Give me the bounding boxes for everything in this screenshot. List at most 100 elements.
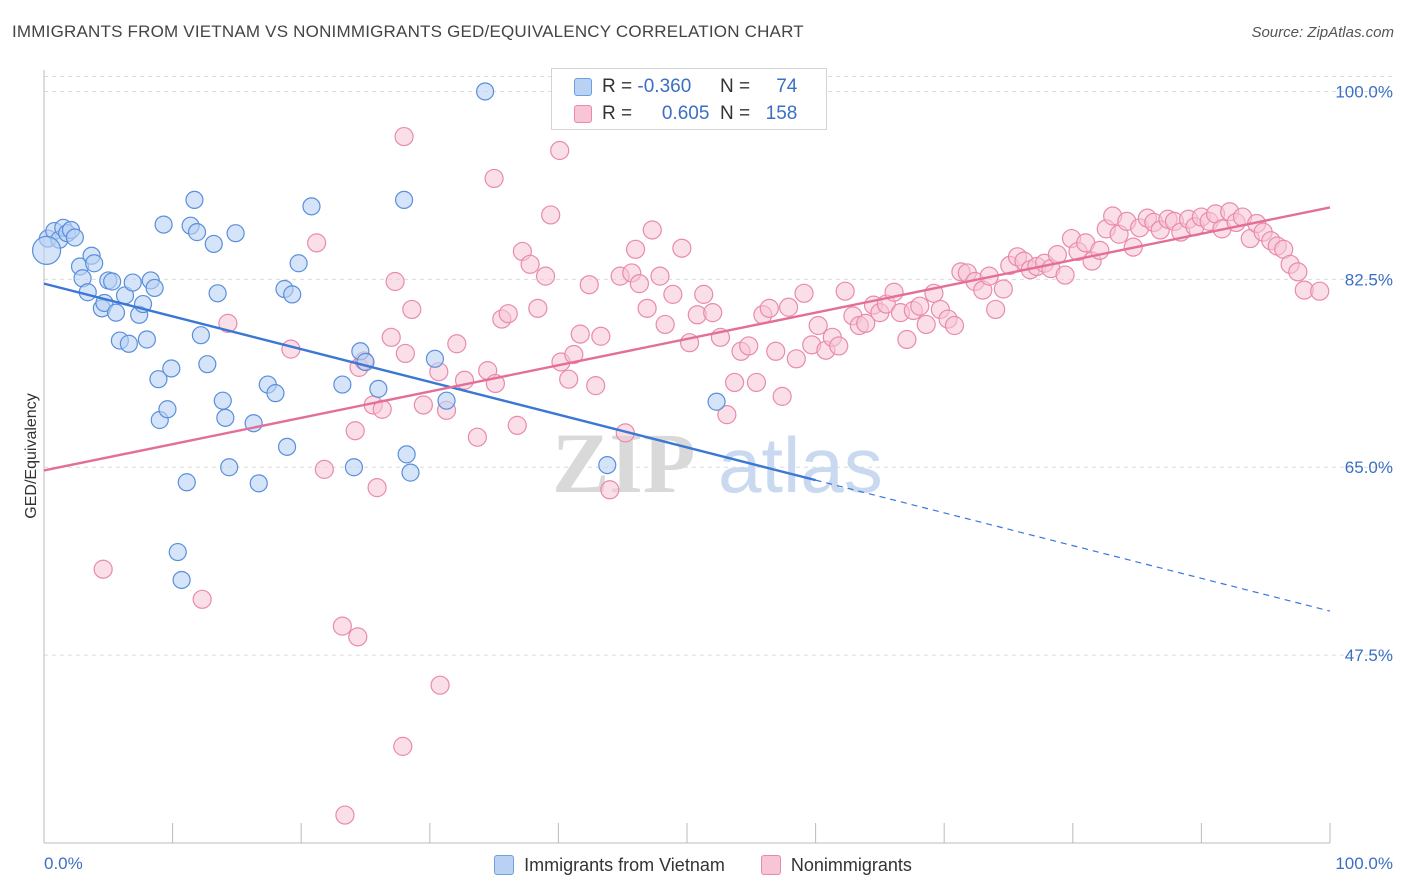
vietnam-point — [198, 355, 217, 374]
vietnam-point — [65, 228, 84, 247]
y-tick-label: 82.5% — [1345, 270, 1393, 289]
nonimmigrant-point — [694, 284, 714, 304]
nonimmigrant-point — [772, 386, 792, 406]
vietnam-point — [283, 285, 302, 304]
chart-source: Source: ZipAtlas.com — [1251, 24, 1394, 41]
vietnam-point — [437, 391, 456, 410]
nonimmigrant-point — [395, 343, 415, 364]
vietnam-point — [103, 272, 122, 291]
vietnam-point — [149, 370, 168, 389]
vietnam-point — [154, 215, 173, 234]
nonimmigrant-point — [447, 334, 467, 354]
vietnam-point — [137, 330, 156, 349]
nonimmigrant-point — [192, 589, 212, 609]
vietnam-point — [185, 190, 204, 210]
nonimmigrant-point — [381, 327, 401, 347]
legend-r-label: R = — [602, 76, 633, 97]
legend-label-vietnam: Immigrants from Vietnam — [524, 854, 725, 875]
nonimmigrant-point — [367, 478, 387, 498]
vietnam-point — [333, 375, 352, 394]
legend-item-nonimmigrants: Nonimmigrants — [760, 854, 912, 876]
nonimmigrant-point — [766, 341, 786, 361]
nonimmigrant-point — [808, 315, 828, 336]
nonimmigrants-points — [93, 126, 1330, 825]
legend-n-value: 74 — [776, 76, 798, 97]
y-tick-label: 65.0% — [1345, 458, 1393, 477]
nonimmigrant-point — [218, 313, 238, 333]
vietnam-point — [369, 379, 388, 398]
vietnam-point — [168, 542, 187, 562]
legend-item-vietnam: Immigrants from Vietnam — [494, 855, 725, 876]
vietnam-point — [249, 474, 268, 493]
legend-n-label: N = — [719, 76, 751, 97]
nonimmigrant-point — [629, 274, 650, 294]
nonimmigrant-point — [413, 395, 433, 415]
nonimmigrant-point — [393, 736, 413, 756]
watermark: ZIP atlas — [552, 415, 883, 511]
nonimmigrant-point — [650, 266, 670, 286]
nonimmigrant-point — [1288, 262, 1308, 282]
vietnam-point — [302, 197, 321, 216]
vietnam-point — [31, 235, 62, 265]
vietnam-point — [204, 234, 223, 254]
x-tick-label: 100.0% — [1335, 854, 1393, 873]
nonimmigrant-point — [794, 283, 814, 303]
legend-r-value: -0.360 — [637, 76, 692, 97]
nonimmigrant-point — [739, 336, 759, 356]
nonimmigrant-point — [541, 205, 561, 225]
vietnam-point — [226, 224, 245, 243]
nonimmigrant-point — [600, 480, 620, 500]
vietnam-point — [119, 334, 138, 353]
vietnam-point — [123, 273, 142, 292]
nonimmigrant-point — [910, 296, 930, 316]
stats-legend: R = -0.360 N = 74 R = 0.605 N = 158 — [551, 68, 827, 130]
nonimmigrant-point — [746, 372, 767, 393]
nonimmigrant-point — [570, 324, 590, 344]
nonimmigrant-point — [897, 329, 917, 350]
vietnam-point — [158, 400, 177, 419]
nonimmigrant-point — [332, 616, 352, 636]
nonimmigrant-point — [402, 299, 422, 320]
nonimmigrant-point — [835, 281, 855, 301]
vietnam-points — [31, 82, 726, 590]
axis-layer — [43, 70, 1331, 844]
nonimmigrant-point — [93, 559, 113, 579]
nonimmigrant-point — [759, 298, 779, 318]
nonimmigrant-point — [579, 275, 599, 295]
nonimmigrant-point — [528, 298, 548, 318]
legend-label-nonimmigrants: Nonimmigrants — [790, 854, 912, 875]
nonimmigrant-point — [672, 238, 692, 258]
series-legend: Immigrants from Vietnam Nonimmigrants — [0, 850, 1406, 880]
nonimmigrant-point — [663, 284, 683, 304]
vietnam-point — [172, 570, 191, 590]
legend-swatch-pink — [574, 105, 592, 123]
vietnam-point — [208, 284, 227, 303]
nonimmigrant-point — [394, 126, 414, 147]
vietnam-point — [145, 278, 164, 298]
nonimmigrant-point — [564, 344, 584, 365]
vietnam-point — [425, 349, 445, 368]
vietnam-point — [401, 463, 420, 482]
nonimmigrant-point — [642, 220, 662, 240]
nonimmigrant-point — [829, 336, 849, 356]
nonimmigrant-point — [385, 271, 405, 292]
nonimmigrant-point — [550, 140, 570, 161]
nonimmigrant-point — [1055, 265, 1075, 285]
nonimmigrant-point — [655, 314, 675, 335]
nonimmigrant-point — [993, 279, 1013, 299]
y-tick-label: 47.5% — [1345, 646, 1393, 665]
nonimmigrant-point — [559, 369, 579, 389]
vietnam-point — [344, 458, 364, 477]
legend-row-vietnam: R = -0.360 N = 74 — [574, 73, 797, 101]
nonimmigrant-point — [703, 303, 723, 323]
nonimmigrant-point — [591, 326, 611, 346]
axis-labels: 100.0% 82.5% 65.0% 47.5% 0.0% 100.0% GED/Equiv… — [23, 82, 1393, 873]
x-tick-label: 0.0% — [44, 854, 83, 873]
legend-swatch-pink — [760, 855, 781, 875]
legend-row-nonimmigrants: R = 0.605 N = 158 — [574, 100, 797, 128]
vietnam-point — [220, 458, 239, 477]
nonimmigrant-point — [717, 405, 737, 425]
vietnam-point — [707, 392, 726, 411]
vietnam-point — [598, 455, 617, 475]
y-tick-label: 100.0% — [1335, 82, 1393, 101]
